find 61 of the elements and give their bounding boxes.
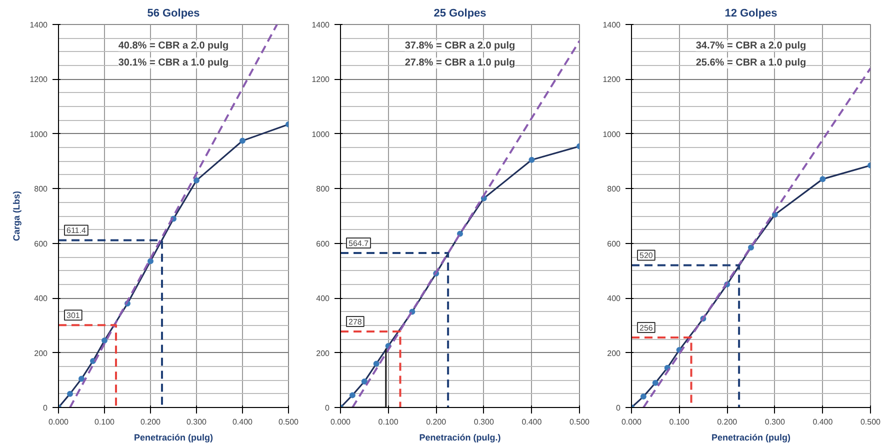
x-tick-label: 0.200: [717, 418, 738, 426]
x-tick-label: 0.000: [330, 418, 352, 426]
y-tick-label: 200: [607, 348, 622, 358]
annotation: 27.8% = CBR a 1.0 pulg: [404, 58, 516, 69]
x-tick-label: 0.100: [94, 418, 116, 426]
y-tick-label: 1000: [602, 130, 622, 139]
y-tick-label: 1400: [312, 20, 330, 30]
x-tick-label: 0.500: [569, 418, 590, 426]
y-axis-title: Carga (Lbs): [12, 190, 22, 242]
annotation: 278: [348, 317, 362, 326]
annotation: 256: [640, 323, 654, 332]
y-tick-label: 800: [34, 184, 48, 194]
x-tick-label: 0.500: [860, 418, 882, 426]
x-tick-label: 0.400: [812, 418, 834, 426]
x-tick-label: 0.300: [764, 418, 786, 426]
annotation: 40.8% = CBR a 2.0 pulg: [118, 40, 229, 52]
y-tick-label: 600: [34, 239, 48, 248]
y-tick-label: 1400: [602, 20, 622, 30]
y-tick-label: 0: [43, 404, 48, 412]
x-tick-label: 0.000: [621, 418, 642, 426]
y-tick-label: 400: [34, 294, 48, 304]
y-tick-label: 0: [325, 404, 330, 412]
annotation: 520: [640, 251, 654, 260]
x-tick-label: 0.100: [378, 418, 399, 426]
x-tick-label: 0.300: [186, 418, 208, 426]
chart-title: 56 Golpes: [147, 8, 200, 20]
annotation: 25.6% = CBR a 1.0 pulg: [696, 58, 806, 69]
annotation: 34.7% = CBR a 2.0 pulg: [696, 40, 806, 52]
x-tick-label: 0.500: [278, 418, 300, 426]
y-tick-label: 200: [316, 348, 330, 358]
annotation: 301: [66, 311, 80, 320]
x-axis-title: Penetración (pulg): [712, 432, 791, 442]
x-axis-title: Penetración (pulg): [134, 432, 214, 442]
y-tick-label: 1200: [30, 75, 48, 84]
x-tick-label: 0.300: [474, 418, 494, 426]
y-tick-label: 800: [607, 184, 622, 194]
y-tick-label: 1400: [30, 20, 48, 30]
y-tick-label: 1000: [30, 130, 48, 139]
y-tick-label: 200: [34, 348, 48, 358]
annotation: 30.1% = CBR a 1.0 pulg: [118, 58, 229, 69]
x-tick-label: 0.200: [426, 418, 447, 426]
x-axis-title: Penetración (pulg.): [419, 432, 501, 442]
chart-title: 12 Golpes: [724, 8, 778, 20]
annotation: 611.4: [66, 226, 86, 236]
x-tick-label: 0.100: [669, 418, 690, 426]
y-tick-label: 400: [607, 294, 622, 304]
y-tick-label: 1200: [602, 75, 622, 84]
x-tick-label: 0.400: [232, 418, 254, 426]
x-tick-label: 0.000: [48, 418, 70, 426]
y-tick-label: 400: [316, 294, 330, 304]
y-tick-label: 1200: [312, 75, 330, 84]
y-tick-label: 0: [616, 404, 622, 412]
annotation: 564.7: [348, 239, 370, 248]
x-tick-label: 0.200: [140, 418, 162, 426]
y-tick-label: 600: [607, 239, 622, 248]
x-tick-label: 0.400: [522, 418, 542, 426]
y-tick-label: 600: [316, 239, 330, 248]
y-tick-label: 800: [316, 184, 330, 194]
chart-title: 25 Golpes: [434, 8, 486, 20]
annotation: 37.8% = CBR a 2.0 pulg: [404, 40, 516, 52]
y-tick-label: 1000: [312, 130, 330, 139]
